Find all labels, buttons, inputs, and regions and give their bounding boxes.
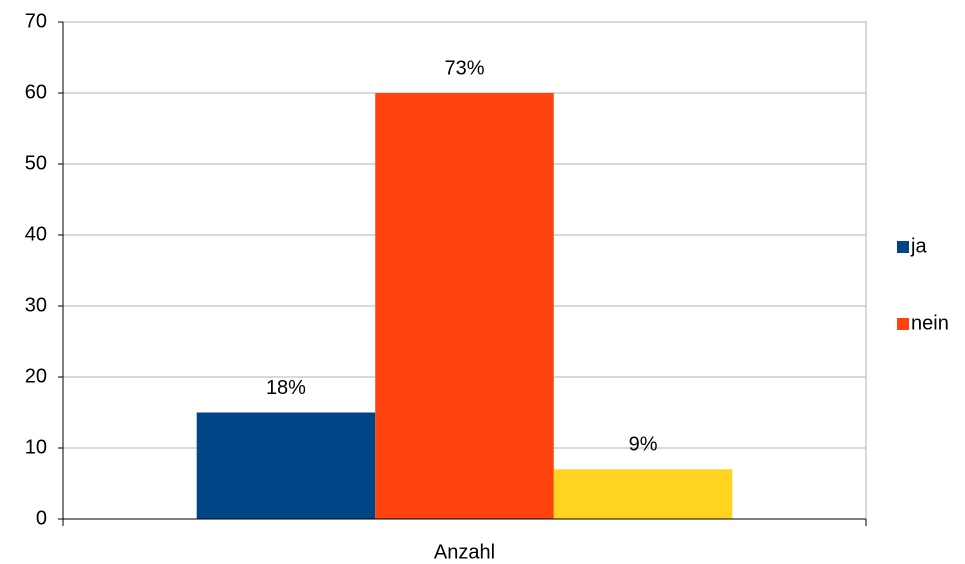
y-tick-label: 30 [25,294,47,316]
legend-swatch [897,241,909,253]
data-label: 73% [444,57,484,79]
y-tick-label: 0 [36,507,47,529]
y-tick-label: 50 [25,152,47,174]
legend-label: nein [911,312,949,334]
legend-label: ja [910,235,927,257]
y-tick-label: 20 [25,365,47,387]
x-tick-label: Anzahl [434,541,495,563]
y-tick-label: 60 [25,81,47,103]
bar [196,412,376,519]
legend-swatch [897,318,909,330]
y-tick-label: 10 [25,436,47,458]
bar [553,469,733,519]
data-label: 9% [629,434,658,456]
y-tick-label: 70 [25,10,47,32]
bar [375,93,554,519]
y-tick-label: 40 [25,223,47,245]
data-label: 18% [266,377,306,399]
